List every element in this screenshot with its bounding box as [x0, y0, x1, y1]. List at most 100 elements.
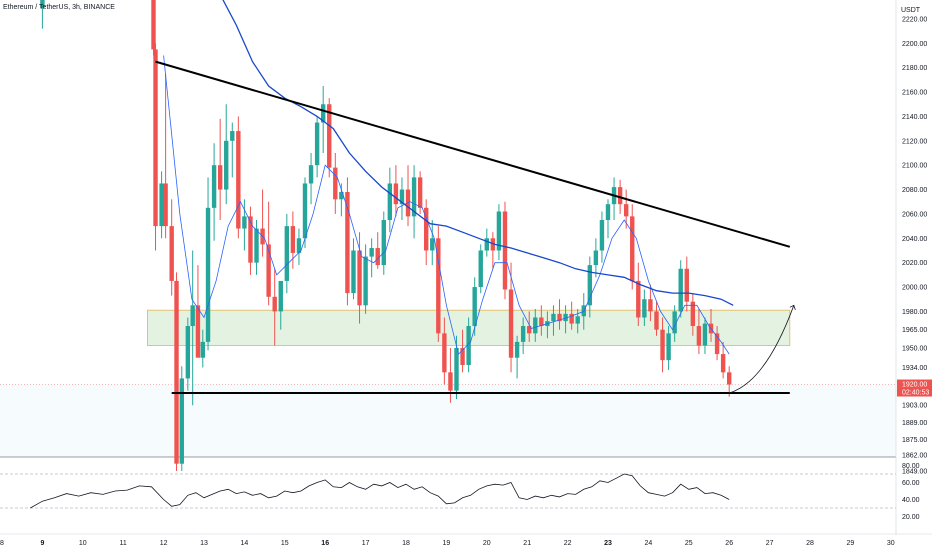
time-tick-label: 12: [160, 540, 168, 547]
price-tick-label: 2060.00: [902, 211, 927, 218]
candle-body: [696, 326, 702, 346]
time-tick-label: 28: [806, 540, 814, 547]
time-tick-label: 27: [766, 540, 774, 547]
price-tick-label: 2040.00: [902, 236, 927, 243]
candle-body: [345, 191, 350, 294]
currency-label: USDT: [901, 7, 921, 14]
candle-body: [242, 216, 247, 229]
time-tick-label: 17: [362, 540, 370, 547]
rsi-tick-label: 20.00: [902, 514, 920, 521]
candle-body: [308, 165, 314, 184]
candle-body: [174, 280, 179, 464]
candle-body: [424, 207, 429, 251]
candle-body: [569, 313, 574, 324]
price-tick-label: 2200.00: [902, 41, 927, 48]
candle-body: [339, 191, 344, 200]
time-tick-label: 20: [483, 540, 491, 547]
candle-body: [254, 228, 259, 263]
candle-body: [151, 0, 156, 50]
price-tick-label: 1965.00: [902, 327, 927, 334]
candle-body: [527, 326, 532, 334]
candle-body: [442, 333, 447, 373]
candle-body: [575, 316, 580, 324]
candle-body: [284, 226, 290, 281]
candle-body: [636, 280, 641, 318]
candle-body: [357, 250, 362, 306]
price-tick-label: 1849.00: [902, 469, 927, 476]
candle-body: [520, 326, 526, 342]
candles-group: [40, 0, 732, 472]
time-tick-label: 11: [120, 540, 127, 547]
candle-body: [484, 238, 489, 251]
candle-body: [363, 256, 368, 306]
candle-body: [190, 305, 195, 327]
candle-body: [290, 226, 296, 253]
candle-body: [666, 333, 671, 361]
time-tick-label: 9: [40, 540, 44, 547]
time-axis: 8 9 10 11 12 13 14 15 16 17 18 19 20 21 22 23 24 25 26 27 28…: [0, 540, 895, 547]
candle-body: [185, 326, 191, 379]
candle-body: [211, 165, 217, 208]
time-tick-label: 23: [604, 540, 612, 547]
lower-shading: [0, 384, 896, 457]
candle-body: [40, 0, 45, 9]
descending-resistance-line: [155, 60, 791, 248]
price-badge-countdown: 02:40:53: [902, 390, 929, 397]
candle-body: [302, 183, 308, 239]
candle-body: [496, 211, 502, 251]
candle-body: [623, 204, 629, 217]
time-tick-label: 22: [564, 540, 572, 547]
candle-body: [599, 220, 605, 251]
price-badge-value: 1920.00: [902, 382, 927, 389]
candle-body: [320, 104, 326, 123]
candle-body: [672, 311, 677, 334]
time-tick-label: 26: [725, 540, 733, 547]
rsi-axis: 80.00 60.00 40.00 20.00: [902, 463, 920, 521]
rsi-tick-label: 40.00: [902, 497, 920, 504]
candle-body: [327, 104, 332, 168]
time-tick-label: 8: [0, 540, 4, 547]
time-tick-label: 18: [402, 540, 410, 547]
candle-body: [381, 220, 386, 266]
candle-body: [454, 347, 459, 391]
price-tick-label: 1889.00: [902, 420, 927, 427]
candle-body: [630, 216, 635, 281]
rsi-tick-label: 80.00: [902, 463, 920, 470]
candle-body: [508, 289, 514, 358]
candle-body: [236, 131, 241, 229]
candle-body: [478, 250, 483, 288]
price-tick-label: 2180.00: [902, 65, 927, 72]
time-tick-label: 19: [443, 540, 451, 547]
rsi-tick-label: 60.00: [902, 480, 920, 487]
candle-body: [430, 238, 435, 251]
candle-body: [472, 287, 477, 327]
candle-body: [448, 372, 453, 391]
candle-body: [417, 177, 423, 208]
candle-body: [200, 341, 205, 358]
rsi-line: [30, 473, 730, 509]
candle-body: [617, 187, 623, 205]
price-tick-label: 2140.00: [902, 114, 927, 121]
candle-body: [460, 347, 465, 366]
time-tick-label: 13: [200, 540, 208, 547]
price-tick-label: 2160.00: [902, 90, 927, 97]
candle-body: [684, 268, 689, 302]
candle-body: [490, 238, 496, 251]
candle-body: [605, 204, 611, 221]
candle-body: [375, 248, 380, 266]
candle-body: [333, 167, 338, 200]
time-tick-label: 25: [685, 540, 693, 547]
price-tick-label: 2000.00: [902, 285, 927, 292]
candle-body: [278, 280, 283, 312]
candle-body: [642, 299, 647, 318]
time-tick-label: 14: [241, 540, 249, 547]
candle-body: [224, 140, 229, 190]
time-tick-label: 29: [847, 540, 855, 547]
price-tick-label: 1903.00: [902, 403, 927, 410]
candle-body: [411, 177, 417, 217]
candle-body: [593, 250, 599, 266]
candle-body: [551, 313, 556, 322]
price-tick-label: 2120.00: [902, 138, 927, 145]
